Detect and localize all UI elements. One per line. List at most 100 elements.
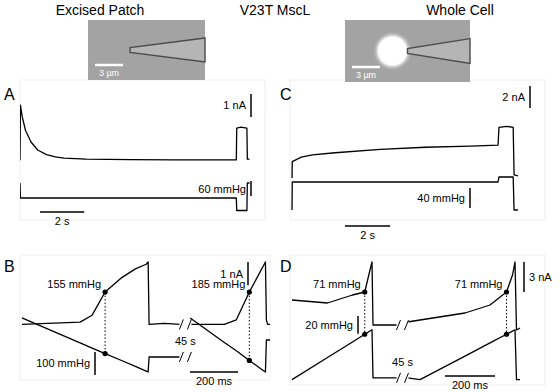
annotation: 155 mmHg — [47, 278, 107, 356]
pipette — [130, 38, 205, 62]
image-scale-label: 3 µm — [99, 68, 119, 78]
scale-bar-line — [529, 86, 531, 108]
pressure-dot — [504, 332, 509, 337]
scale-bar-label: 1 nA — [223, 99, 246, 111]
header-text: Excised Patch — [56, 2, 145, 18]
scale-bar: 100 mmHg — [36, 352, 95, 375]
scale-bar-label: 200 ms — [452, 379, 489, 391]
scale-bar-line — [469, 188, 471, 208]
figure: Excised Patch V23T MscL Whole Cell A 1 nA 60 … — [0, 0, 560, 392]
current-dot — [247, 289, 252, 294]
pipette — [408, 39, 471, 64]
scale-bar: 20 mmHg — [305, 316, 358, 334]
image-scale-bar — [95, 64, 123, 67]
scale-bar-line — [357, 316, 359, 334]
guide-line — [364, 292, 365, 334]
pressure-trace — [22, 318, 270, 372]
guide-line — [249, 292, 250, 360]
break-mark — [179, 319, 183, 329]
panel-letter: D — [280, 258, 292, 275]
break-mark — [179, 352, 183, 362]
panel: D3 nA20 mmHg200 ms71 mmHg71 mmHg45 s — [280, 255, 552, 391]
scale-bar-line — [250, 181, 252, 196]
annotation-label: 185 mmHg — [192, 278, 246, 290]
panel-letter: C — [280, 86, 292, 103]
pressure-trace — [20, 183, 250, 211]
break-gap — [397, 321, 409, 329]
annotation: 45 s — [175, 319, 196, 362]
scale-bar-label: 100 mmHg — [36, 357, 90, 369]
panel: C 2 nA 40 mmHg 2 s — [280, 80, 545, 241]
header-text: Whole Cell — [426, 2, 494, 18]
scale-bar: 40 mmHg — [417, 188, 470, 208]
break-label: 45 s — [175, 335, 196, 347]
annotation: 185 mmHg — [192, 278, 252, 363]
break-mark — [187, 319, 191, 329]
plot-frame — [20, 255, 270, 380]
plot-area — [20, 105, 250, 210]
micrograph-inset: 3 µm — [88, 20, 205, 80]
image-scale-label: 3 µm — [356, 70, 376, 80]
scale-bar: 2 s — [345, 226, 390, 241]
plot-area — [22, 262, 270, 372]
scale-bar: 3 nA — [524, 262, 552, 292]
scale-bar-line — [247, 262, 249, 285]
break-gap — [179, 353, 191, 361]
scale-bar: 2 s — [40, 212, 84, 227]
scale-bar-label: 200 ms — [196, 375, 233, 387]
plot-area — [292, 262, 520, 380]
current-trace — [22, 262, 270, 325]
annotation: 71 mmHg — [455, 278, 509, 337]
pressure-trace — [292, 177, 518, 210]
scale-bar-label: 3 nA — [529, 271, 552, 283]
micrograph-inset: 3 µm — [345, 20, 470, 82]
pressure-dot — [102, 351, 107, 356]
current-dot — [362, 289, 367, 294]
pressure-dot — [362, 332, 367, 337]
annotation-label: 71 mmHg — [313, 278, 361, 290]
plot-frame — [20, 80, 265, 220]
background — [0, 0, 560, 392]
annotation-label: 71 mmHg — [455, 278, 503, 290]
scale-bar: 200 ms — [190, 372, 238, 387]
scale-bar-label: 20 mmHg — [305, 319, 353, 331]
header-text: V23T MscL — [240, 2, 311, 18]
break-mark — [397, 320, 401, 330]
guide-line — [506, 292, 507, 334]
pressure-dot — [247, 358, 252, 363]
annotation-label: 155 mmHg — [47, 278, 101, 290]
plot-area — [292, 126, 518, 210]
guide-line — [105, 292, 106, 354]
scale-bar: 2 nA — [502, 86, 530, 108]
break-mark — [397, 373, 401, 383]
plot-frame — [290, 80, 545, 220]
panel-letter: A — [4, 86, 15, 103]
break-mark — [405, 373, 409, 383]
current-trace — [292, 262, 520, 330]
scale-bar-line — [40, 211, 84, 213]
panel-letter: B — [4, 258, 15, 275]
scale-bar-label: 40 mmHg — [417, 192, 465, 204]
micrograph-background — [345, 20, 470, 82]
break-mark — [405, 320, 409, 330]
current-trace — [20, 105, 250, 160]
panel: B1 nA100 mmHg200 ms155 mmHg185 mmHg45 s — [4, 255, 270, 387]
current-trace — [292, 126, 518, 178]
break-gap — [397, 374, 409, 382]
break-mark — [187, 352, 191, 362]
scale-bar-label: 2 nA — [502, 91, 525, 103]
scale-bar-label: 60 mmHg — [198, 183, 246, 195]
scale-bar: 1 nA — [223, 94, 251, 117]
break-gap — [179, 320, 191, 328]
current-dot — [102, 289, 107, 294]
scale-bar-line — [445, 375, 495, 377]
scale-bar-label: 2 s — [360, 229, 375, 241]
image-scale-bar — [352, 66, 380, 69]
scale-bar-line — [345, 225, 390, 227]
cell — [380, 38, 406, 64]
annotation: 71 mmHg — [313, 278, 367, 337]
scale-bar-line — [94, 352, 96, 375]
scale-bar-label: 2 s — [55, 215, 70, 227]
scale-bar-line — [523, 262, 525, 292]
scale-bar-line — [190, 371, 238, 373]
